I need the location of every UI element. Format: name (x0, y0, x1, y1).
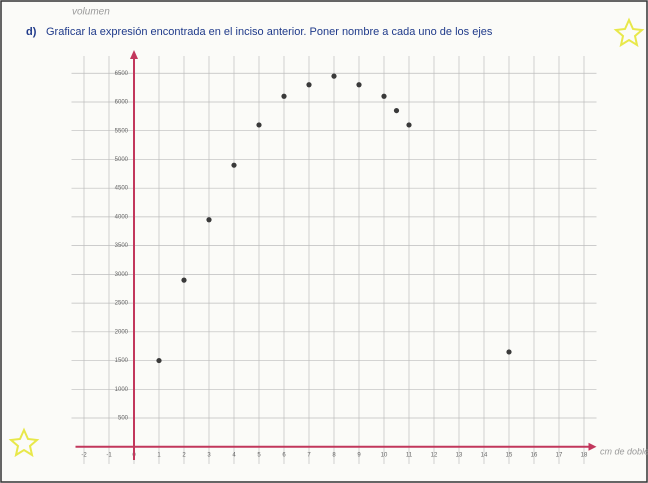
data-point (356, 82, 361, 87)
data-point (406, 122, 411, 127)
y-tick-label: 4500 (115, 186, 129, 192)
data-point (381, 94, 386, 99)
x-tick-label: 11 (406, 452, 413, 458)
y-tick-label: 6500 (115, 71, 129, 77)
page: {"chart_data": {"type": "scatter", "labe… (0, 0, 648, 483)
chart-title: Graficar la expresión encontrada en el i… (46, 26, 493, 38)
data-point (156, 358, 161, 363)
data-point (281, 94, 286, 99)
x-tick-label: -2 (81, 452, 87, 458)
x-tick-label: 13 (456, 452, 463, 458)
data-point (506, 349, 511, 354)
data-point (394, 108, 399, 113)
data-point (231, 163, 236, 168)
y-tick-label: 3000 (115, 272, 129, 278)
chart: d) Graficar la expresión encontrada en e… (0, 0, 648, 483)
y-tick-label: 1000 (115, 387, 129, 393)
data-point (206, 217, 211, 222)
y-tick-label: 3500 (115, 243, 129, 249)
x-tick-label: 12 (431, 452, 438, 458)
y-tick-label: 2000 (115, 329, 129, 335)
x-tick-label: -1 (106, 452, 112, 458)
x-axis-label: cm de doblez (600, 446, 648, 456)
y-axis-label: volumen (72, 7, 110, 18)
y-tick-label: 4000 (115, 214, 129, 220)
y-tick-label: 6000 (115, 100, 129, 106)
y-tick-label: 5000 (115, 157, 129, 163)
y-tick-label: 5500 (115, 128, 129, 134)
data-point (331, 74, 336, 79)
x-tick-label: 17 (556, 452, 563, 458)
y-tick-label: 2500 (115, 301, 129, 307)
x-tick-label: 10 (381, 452, 388, 458)
data-point (306, 82, 311, 87)
x-tick-label: 18 (581, 452, 588, 458)
y-tick-label: 500 (118, 416, 129, 422)
x-tick-label: 15 (506, 452, 513, 458)
item-label: d) (26, 26, 37, 38)
x-tick-label: 16 (531, 452, 538, 458)
data-point (181, 278, 186, 283)
y-tick-label: 1500 (115, 358, 129, 364)
x-tick-label: 14 (481, 452, 488, 458)
data-point (256, 122, 261, 127)
